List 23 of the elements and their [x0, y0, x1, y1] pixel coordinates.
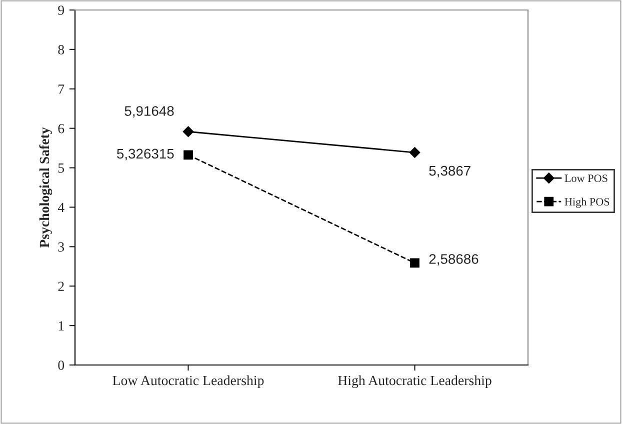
- y-tick-label: 8: [58, 45, 64, 54]
- y-axis-title: Psychological Safety: [39, 127, 52, 248]
- legend-label: Low POS: [564, 174, 608, 182]
- y-tick-label: 2: [58, 282, 64, 291]
- legend-label: High POS: [564, 198, 610, 208]
- point: [409, 147, 420, 158]
- y-tick-label: 4: [58, 202, 64, 212]
- x-tick-label: High Autocratic Leadership: [338, 375, 492, 388]
- y-tick-label: 7: [58, 84, 64, 94]
- y-tick-label: 1: [58, 321, 64, 330]
- data-label: 5,91648: [124, 106, 174, 118]
- y-tick-label: 3: [58, 242, 64, 252]
- point: [184, 150, 193, 160]
- y-tick-label: 6: [58, 124, 64, 134]
- point: [182, 126, 194, 138]
- point: [410, 258, 420, 268]
- y-tick-label: 0: [58, 360, 64, 370]
- x-tick-label: Low Autocratic Leadership: [112, 375, 264, 388]
- data-label: 5,326315: [116, 148, 174, 160]
- data-label: 5,3867: [429, 166, 470, 178]
- data-label: 2,58686: [429, 254, 478, 266]
- y-tick-label: 5: [58, 164, 64, 173]
- y-tick-label: 9: [58, 6, 64, 15]
